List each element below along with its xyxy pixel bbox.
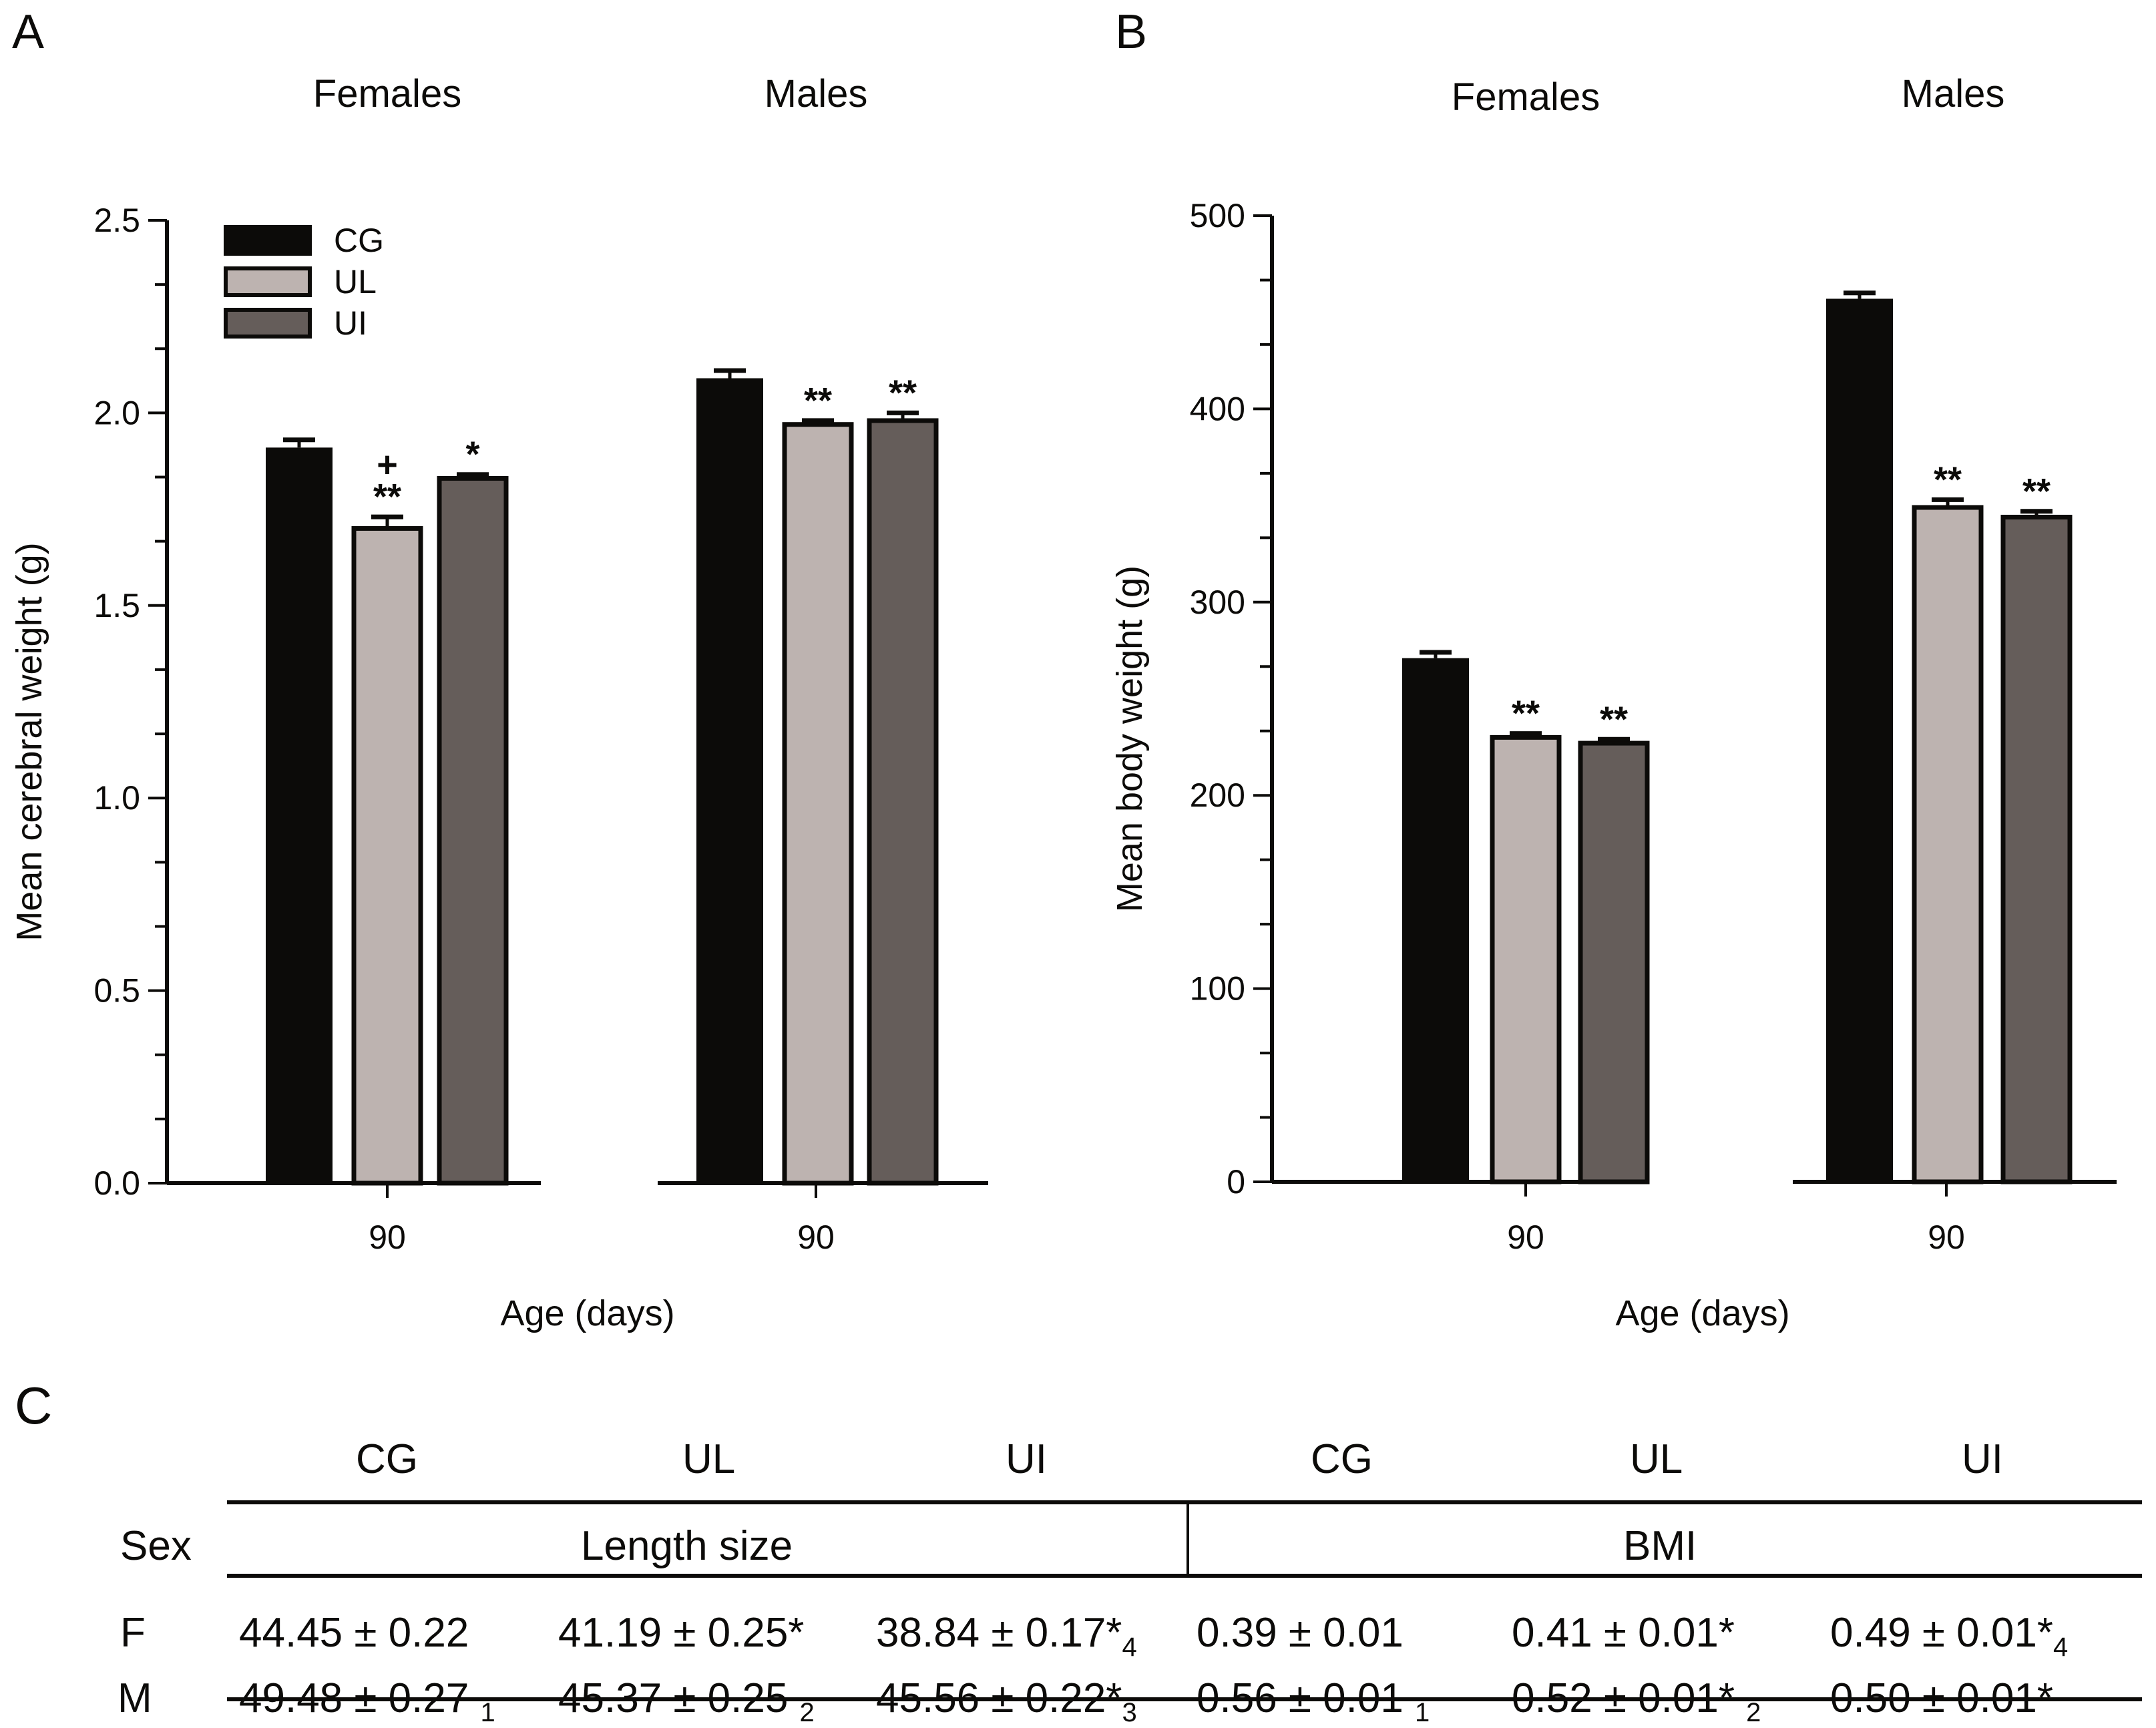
panel-letter-c: C [15, 1376, 53, 1435]
bar-ui [437, 475, 509, 1186]
group-title: Males [765, 72, 868, 116]
panel-b-chart: 0 100 200 300 400 500 Mean body weight (g) Age … [1110, 72, 2117, 1333]
table-cell: 41.19 ± 0.25* [558, 1610, 805, 1656]
panel-letter-b: B [1115, 5, 1147, 59]
table-cell: 44.45 ± 0.22 [239, 1610, 469, 1656]
bar-cg [1402, 658, 1469, 1182]
significance-marker: ** [1600, 699, 1628, 739]
table-section-divider [1187, 1502, 1189, 1576]
row-header-sex: Sex [120, 1523, 192, 1569]
table-cell: 0.52 ± 0.01* 2 [1512, 1675, 1761, 1727]
col-header-ui-length: UI [1006, 1436, 1047, 1482]
significance-marker: ** [2022, 471, 2051, 511]
x-tick-label: 90 [369, 1219, 406, 1256]
row-sex-m: M [118, 1675, 152, 1721]
y-tick-label: 0.0 [93, 1164, 140, 1202]
x-tick-label: 90 [1507, 1219, 1544, 1256]
col-header-cg-length: CG [356, 1436, 418, 1482]
y-tick-label: 500 [1190, 197, 1245, 234]
bar-ui [867, 418, 939, 1186]
table-bottom-rule [227, 1697, 2142, 1701]
y-axis-title: Mean cerebral weight (g) [9, 542, 49, 941]
legend-swatch-cg [224, 225, 312, 256]
panel-a-chart: 0.0 0.5 1.0 1.5 2.0 2.5 Mean cerebral weight (… [9, 72, 988, 1333]
x-tick-label: 90 [797, 1219, 835, 1256]
bar-ul [782, 422, 854, 1186]
group-title: Males [1902, 72, 2005, 116]
legend-swatch-ul [224, 266, 312, 297]
legend-swatch-ui [224, 308, 312, 339]
significance-marker: ** [889, 373, 917, 413]
x-tick-label: 90 [1928, 1219, 1965, 1256]
y-axis-title: Mean body weight (g) [1110, 566, 1150, 912]
significance-marker: ** [1512, 694, 1540, 734]
y-tick-label: 1.5 [93, 587, 140, 624]
y-tick-label: 300 [1190, 584, 1245, 621]
table-mid-rule [227, 1574, 2142, 1578]
y-tick-label: 2.5 [93, 202, 140, 239]
bar-ui [1578, 740, 1650, 1184]
group-title: Females [313, 72, 461, 116]
bar-ui [2000, 514, 2073, 1184]
table-cell: 49.48 ± 0.27 1 [239, 1675, 495, 1727]
significance-marker: ** [1934, 459, 1962, 499]
table-cell: 45.56 ± 0.22*3 [876, 1675, 1137, 1727]
legend-label-ui: UI [334, 304, 367, 342]
group-title: Females [1452, 75, 1600, 119]
panel-c-table: C CG UL UI CG UL UI Sex Length size BMI … [0, 1362, 2156, 1727]
table-cell: 45.37 ± 0.25 2 [558, 1675, 815, 1727]
bar-cg [266, 447, 333, 1183]
table-top-rule [227, 1500, 2142, 1504]
bar-ul [351, 525, 423, 1186]
y-tick-label: 400 [1190, 390, 1245, 427]
col-header-ui-bmi: UI [1962, 1436, 2003, 1482]
section-header-length-size: Length size [581, 1523, 793, 1569]
y-tick-label: 1.0 [93, 779, 140, 817]
legend-label-ul: UL [334, 263, 377, 300]
row-sex-f: F [120, 1610, 146, 1656]
table-cell: 0.39 ± 0.01 [1197, 1610, 1404, 1656]
table-cell: 0.50 ± 0.01* [1830, 1675, 2053, 1721]
x-axis-title: Age (days) [500, 1293, 674, 1333]
y-tick-label: 100 [1190, 970, 1245, 1008]
significance-marker: ** [373, 477, 401, 517]
significance-marker: ** [804, 381, 832, 421]
bar-cg [696, 378, 763, 1183]
y-tick-label: 2.0 [93, 394, 140, 431]
x-axis-title: Age (days) [1615, 1293, 1789, 1333]
bar-ul [1912, 505, 1984, 1184]
y-tick-label: 0 [1227, 1163, 1245, 1201]
table-cell: 38.84 ± 0.17*4 [876, 1610, 1137, 1662]
legend-label-cg: CG [334, 222, 384, 259]
section-header-bmi: BMI [1623, 1523, 1697, 1569]
col-header-ul-bmi: UL [1630, 1436, 1683, 1482]
col-header-ul-length: UL [682, 1436, 736, 1482]
table-cell: 0.49 ± 0.01*4 [1830, 1610, 2069, 1662]
y-tick-label: 200 [1190, 777, 1245, 814]
charts-svg: A B 0.0 0.5 1.0 1.5 2.0 2.5 Mean cerebral weig… [9, 5, 2117, 1333]
bar-cg [1826, 298, 1893, 1182]
y-tick-label: 0.5 [93, 972, 140, 1010]
significance-marker-plus: + [377, 445, 398, 485]
bar-ul [1490, 734, 1562, 1184]
panel-letter-a: A [12, 5, 44, 59]
table-cell: 0.56 ± 0.01 1 [1197, 1675, 1430, 1727]
table-cell: 0.41 ± 0.01* [1512, 1610, 1735, 1656]
significance-marker: * [465, 435, 479, 475]
col-header-cg-bmi: CG [1311, 1436, 1373, 1482]
